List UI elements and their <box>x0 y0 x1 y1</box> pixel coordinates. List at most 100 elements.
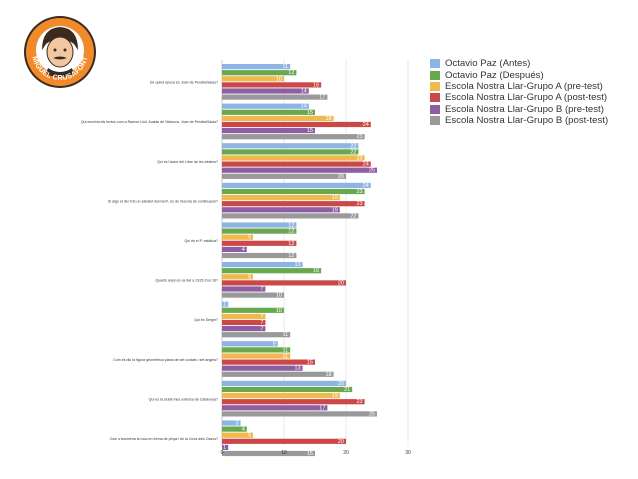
bar <box>222 353 291 359</box>
bar-value-label: 11 <box>282 354 288 360</box>
x-tick-label: 10 <box>281 450 287 456</box>
bar <box>222 405 328 411</box>
legend-swatch <box>430 81 440 91</box>
bar <box>222 301 229 307</box>
bar-value-label: 24 <box>363 122 369 128</box>
bar-value-label: 22 <box>350 149 356 155</box>
legend-swatch <box>430 59 440 69</box>
bar <box>222 88 309 94</box>
bar-value-label: 18 <box>325 116 331 122</box>
bar-value-label: 19 <box>332 195 338 201</box>
bar-value-label: 7 <box>260 326 263 332</box>
bar-value-label: 16 <box>313 82 319 88</box>
bar-value-label: 5 <box>248 433 251 439</box>
x-tick-label: 30 <box>405 450 411 456</box>
bar <box>222 450 315 457</box>
bar <box>222 195 340 201</box>
bar <box>222 411 377 417</box>
bar <box>222 280 346 286</box>
bar <box>222 109 315 115</box>
logo: MIGUEL CRUSAFONT <box>22 14 98 90</box>
category-label: Quants anys es va dar a 1915 d'un 16? <box>155 279 218 283</box>
legend-label: Escola Nostra Llar-Grupo B (post-test) <box>445 115 609 127</box>
bar-value-label: 7 <box>260 314 263 320</box>
legend-label: Octavio Paz (Después) <box>445 69 544 81</box>
bar <box>222 262 303 268</box>
bar <box>222 319 266 326</box>
bar-value-label: 13 <box>294 262 300 268</box>
bar <box>222 234 253 240</box>
bar <box>222 76 284 82</box>
bar <box>222 332 291 338</box>
bar-value-label: 24 <box>363 183 369 189</box>
bar-value-label: 14 <box>301 104 307 110</box>
bar-value-label: 20 <box>338 174 344 180</box>
legend-item: Octavio Paz (Después) <box>430 69 608 81</box>
bar <box>222 149 359 155</box>
bar-value-label: 21 <box>344 387 350 393</box>
bar <box>222 307 284 313</box>
bar <box>222 143 359 149</box>
bar <box>222 228 297 234</box>
legend-swatch <box>430 93 440 103</box>
legend-label: Escola Nostra Llar-Grupo B (pre-test) <box>445 103 604 115</box>
legend-swatch <box>430 70 440 80</box>
bar-value-label: 10 <box>276 308 282 314</box>
bar <box>222 207 340 213</box>
bar <box>222 103 309 109</box>
bar-value-label: 19 <box>332 207 338 213</box>
bar <box>222 313 266 319</box>
logo-badge: MIGUEL CRUSAFONT <box>24 16 96 88</box>
bar <box>222 444 229 450</box>
bar-value-label: 20 <box>338 381 344 387</box>
legend-label: Escola Nostra Llar-Grupo A (post-test) <box>445 92 608 104</box>
bar <box>222 380 346 386</box>
bar-value-label: 4 <box>242 247 245 253</box>
bar-value-label: 22 <box>350 143 356 149</box>
bar <box>222 173 346 179</box>
bar-value-label: 11 <box>282 64 288 70</box>
category-label: Qui escrivia els textos com a Ramon Llul… <box>81 120 218 124</box>
legend-label: Escola Nostra Llar-Grupo A (pre-test) <box>445 80 603 92</box>
bar <box>222 222 297 228</box>
bar <box>222 134 365 140</box>
bar-value-label: 11 <box>282 332 288 338</box>
bar <box>222 438 346 444</box>
bar <box>222 121 371 128</box>
x-axis-ticks: 0 10 20 30 <box>221 450 411 456</box>
legend-label: Octavio Paz (Antes) <box>445 58 531 70</box>
bar <box>222 268 322 274</box>
bar <box>222 274 253 280</box>
bar-value-label: 10 <box>276 293 282 299</box>
legend-swatch <box>430 116 440 126</box>
bar-value-label: 24 <box>363 162 369 168</box>
bar <box>222 128 315 134</box>
bar-value-label: 9 <box>273 341 276 347</box>
category-label: Qui és l'autor del Libre de les bèsties? <box>157 160 218 164</box>
bar-value-label: 23 <box>356 201 362 207</box>
bar <box>222 426 247 432</box>
bar-value-label: 12 <box>288 223 294 229</box>
bar <box>222 213 359 219</box>
bar <box>222 161 371 167</box>
bar-value-label: 13 <box>294 366 300 372</box>
bar-value-label: 12 <box>288 241 294 247</box>
bar <box>222 115 334 121</box>
bar <box>222 240 297 246</box>
bar <box>222 292 284 298</box>
bar <box>222 341 278 347</box>
legend-item: Octavio Paz (Antes) <box>430 58 608 69</box>
legend-item: Escola Nostra Llar-Grupo A (pre-test) <box>430 81 608 92</box>
bar <box>222 70 297 76</box>
bar-value-label: 7 <box>260 320 263 326</box>
bar-value-label: 12 <box>288 229 294 235</box>
bar <box>222 201 365 207</box>
bar-value-label: 15 <box>307 128 313 134</box>
bar-value-label: 15 <box>307 110 313 116</box>
bar-value-label: 23 <box>356 156 362 162</box>
bar-value-label: 15 <box>307 451 313 457</box>
bar <box>222 188 365 195</box>
bar <box>222 82 322 88</box>
bar-value-label: 20 <box>338 280 344 286</box>
